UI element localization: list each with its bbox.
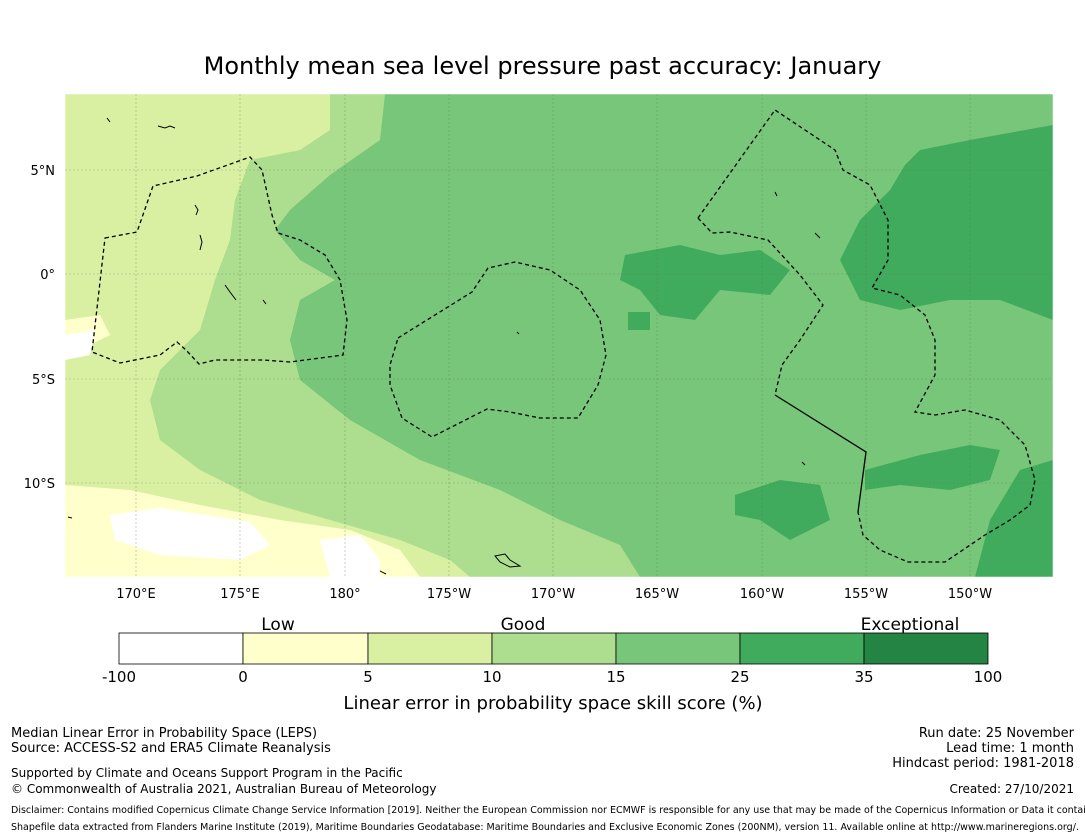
- skill-region: [320, 535, 380, 577]
- skill-region: [620, 245, 790, 320]
- colorbar-category-good: Good: [501, 615, 546, 635]
- lon-label: 155°W: [844, 587, 888, 602]
- skill-region: [735, 480, 830, 540]
- colorbar-tick: 10: [482, 668, 501, 686]
- lat-label: 5°S: [32, 373, 55, 388]
- colorbar-tick: 0: [238, 668, 248, 686]
- colorbar-segment: [863, 632, 989, 665]
- colorbar-tick: 15: [606, 668, 625, 686]
- islands: [67, 117, 821, 575]
- footer-support: Supported by Climate and Oceans Support …: [11, 766, 403, 780]
- footer-method: Median Linear Error in Probability Space…: [11, 726, 318, 741]
- colorbar-segment: [118, 632, 244, 665]
- lon-label: 150°W: [948, 587, 992, 602]
- footer-created: Created: 27/10/2021: [949, 782, 1074, 796]
- colorbar-tick: -100: [102, 668, 136, 686]
- footer-hindcast: Hindcast period: 1981-2018: [892, 756, 1074, 771]
- latitude-labels: 5°N 0° 5°S 10°S: [24, 164, 55, 492]
- skill-field: [65, 94, 1053, 577]
- colorbar-segment: [491, 632, 617, 665]
- lon-label: 175°W: [427, 587, 471, 602]
- colorbar-label: Linear error in probability space skill …: [343, 693, 762, 714]
- lon-label: 170°E: [116, 587, 156, 602]
- skill-region: [110, 508, 270, 560]
- colorbar-tick: 100: [974, 668, 1003, 686]
- boundary-line: [774, 394, 867, 513]
- skill-map: 5°N 0° 5°S 10°S 170°E 175°E 180° 175°W 1…: [24, 93, 1054, 714]
- colorbar: Low Good Exceptional -100 0 5 10 15 25 3…: [102, 615, 1002, 714]
- longitude-labels: 170°E 175°E 180° 175°W 170°W 165°W 160°W…: [116, 587, 992, 602]
- footer-source: Source: ACCESS-S2 and ERA5 Climate Reana…: [11, 741, 331, 756]
- colorbar-segment: [242, 632, 369, 665]
- lon-label: 160°W: [740, 587, 784, 602]
- skill-region: [840, 125, 1053, 577]
- footer-disclaimer: Disclaimer: Contains modified Copernicus…: [11, 805, 1085, 816]
- skill-region: [628, 312, 650, 330]
- lon-label: 180°: [329, 587, 360, 602]
- lat-label: 5°N: [31, 164, 56, 179]
- colorbar-category-exceptional: Exceptional: [861, 615, 960, 635]
- skill-region: [865, 445, 1000, 490]
- footer-run-date: Run date: 25 November: [918, 726, 1074, 741]
- skill-region: [65, 94, 470, 577]
- colorbar-segment: [367, 632, 493, 665]
- eez-boundaries: [91, 109, 1036, 563]
- colorbar-tick: 25: [730, 668, 749, 686]
- map-title: Monthly mean sea level pressure past acc…: [203, 52, 882, 80]
- colorbar-tick: 35: [854, 668, 873, 686]
- footer-shapefile: Shapefile data extracted from Flanders M…: [11, 822, 1079, 833]
- footer-copyright: © Commonwealth of Australia 2021, Austra…: [11, 782, 437, 796]
- lon-label: 170°W: [531, 587, 575, 602]
- colorbar-tick: 5: [363, 668, 373, 686]
- lat-label: 10°S: [24, 477, 55, 492]
- lat-label: 0°: [40, 268, 55, 283]
- graticule: [65, 94, 1053, 577]
- skill-region: [65, 330, 95, 360]
- colorbar-segment: [739, 632, 865, 665]
- lon-label: 175°E: [220, 587, 260, 602]
- colorbar-category-low: Low: [261, 615, 295, 635]
- footer-lead-time: Lead time: 1 month: [946, 741, 1074, 756]
- colorbar-segment: [615, 632, 741, 665]
- lon-label: 165°W: [635, 587, 679, 602]
